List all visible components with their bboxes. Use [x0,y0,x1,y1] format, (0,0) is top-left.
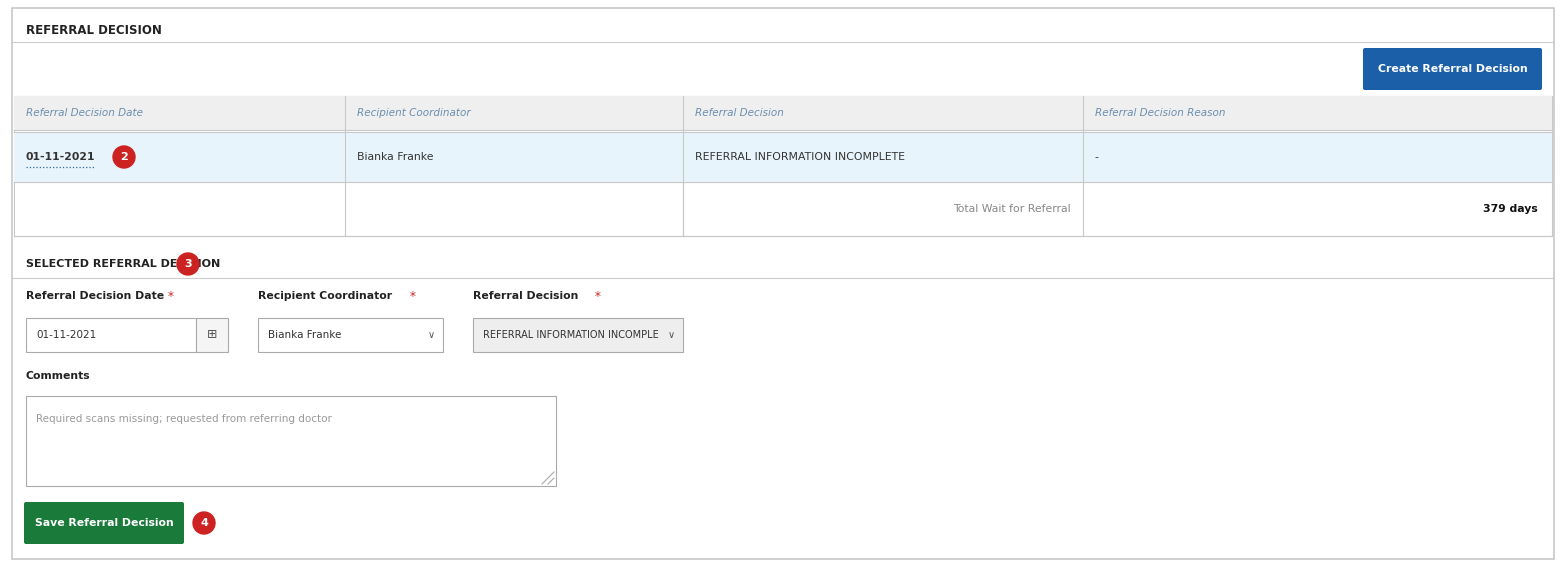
Bar [258,318,443,352]
Text: REFERRAL INFORMATION INCOMPLETE: REFERRAL INFORMATION INCOMPLETE [695,152,905,162]
Text: REFERRAL INFORMATION INCOMPLE: REFERRAL INFORMATION INCOMPLE [482,330,659,340]
Text: 01-11-2021: 01-11-2021 [36,330,96,340]
Text: Recipient Coordinator: Recipient Coordinator [258,291,392,301]
Text: -: - [1095,152,1099,162]
Text: Bianka Franke: Bianka Franke [268,330,341,340]
Text: Total Wait for Referral: Total Wait for Referral [954,204,1071,214]
Text: 2: 2 [121,152,128,162]
Bar [27,396,556,486]
Text: Referral Decision: Referral Decision [695,108,785,118]
Bar [196,318,229,352]
Text: SELECTED REFERRAL DECISION: SELECTED REFERRAL DECISION [27,259,221,269]
Text: Required scans missing; requested from referring doctor: Required scans missing; requested from r… [36,414,332,424]
Text: Comments: Comments [27,371,91,381]
Text: 4: 4 [200,518,208,528]
Text: 3: 3 [185,259,191,269]
Text: Create Referral Decision: Create Referral Decision [1378,64,1527,74]
Circle shape [177,253,199,275]
Bar [14,96,1552,236]
Text: REFERRAL DECISION: REFERRAL DECISION [27,23,161,36]
Text: ∨: ∨ [428,330,434,340]
Text: Recipient Coordinator: Recipient Coordinator [357,108,470,118]
Text: *: * [590,290,601,303]
Bar [27,318,196,352]
FancyBboxPatch shape [1362,48,1543,90]
Text: Referral Decision Reason: Referral Decision Reason [1095,108,1226,118]
Text: *: * [406,290,417,303]
Circle shape [113,146,135,168]
Circle shape [193,512,215,534]
Text: Referral Decision Date: Referral Decision Date [27,291,164,301]
FancyBboxPatch shape [23,502,183,544]
Text: Referral Decision Date: Referral Decision Date [27,108,143,118]
Text: 01-11-2021: 01-11-2021 [27,152,96,162]
Bar [473,318,683,352]
Text: Referral Decision: Referral Decision [473,291,578,301]
Bar [14,132,1552,182]
Text: ⊞: ⊞ [207,328,218,341]
Text: *: * [164,290,174,303]
Text: Bianka Franke: Bianka Franke [357,152,434,162]
Text: ∨: ∨ [667,330,675,340]
Text: Save Referral Decision: Save Referral Decision [34,518,174,528]
Text: 379 days: 379 days [1483,204,1538,214]
Bar [14,96,1552,130]
